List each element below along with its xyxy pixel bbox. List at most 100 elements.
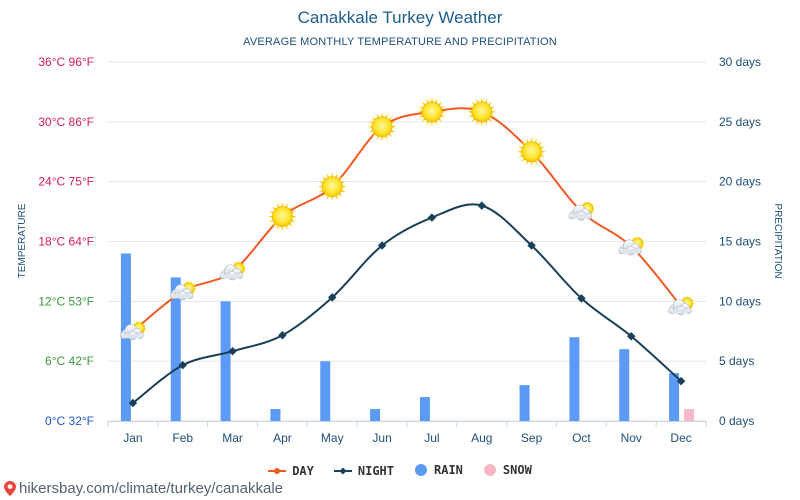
x-tick-label: Aug <box>471 431 492 445</box>
y-left-tick-label: 36°C 96°F <box>38 55 94 69</box>
legend-label: RAIN <box>434 463 463 477</box>
legend-label: SNOW <box>502 463 532 477</box>
x-tick-label: Sep <box>521 431 543 445</box>
night-point <box>328 293 337 302</box>
sun-ray <box>317 185 323 188</box>
cloud-shape <box>119 324 144 341</box>
y-right-tick-label: 10 days <box>719 294 761 308</box>
rain-bar <box>569 337 580 421</box>
sun-disc <box>521 141 542 163</box>
cloud-base <box>670 309 690 314</box>
legend-marker <box>483 464 496 476</box>
day-temperature-line <box>132 107 682 333</box>
legend-label: DAY <box>292 464 314 478</box>
sun-ray <box>430 121 434 127</box>
rain-bar <box>519 385 530 421</box>
legend-item-night[interactable]: NIGHT <box>333 464 394 478</box>
snow-bar <box>684 409 695 421</box>
night-point <box>477 201 486 210</box>
sun-ray <box>267 215 273 218</box>
rain-bar <box>669 373 680 421</box>
y-right-tick-label: 30 days <box>719 55 761 69</box>
night-point <box>128 398 138 408</box>
sun-icon <box>267 202 297 232</box>
legend-item-day[interactable]: DAY <box>268 464 314 478</box>
rain-bar <box>619 349 630 421</box>
night-point <box>577 294 586 303</box>
sun-ray <box>380 136 384 142</box>
pin-icon <box>4 481 16 496</box>
y-right-tick-label: 15 days <box>719 235 761 249</box>
y-left-tick-label: 30°C 86°F <box>38 115 94 129</box>
sun-disc <box>371 116 393 138</box>
cloud-shape <box>568 204 593 221</box>
night-point <box>377 241 387 250</box>
sun-cloud-icon <box>119 320 147 341</box>
x-tick-label: Jan <box>123 431 142 445</box>
sun-ray <box>467 110 473 113</box>
y-left-axis-title: TEMPERATURE <box>17 203 28 278</box>
sun-ray <box>391 125 397 128</box>
y-right-tick-label: 25 days <box>719 115 761 129</box>
footer-link-text[interactable]: hikersbay.com/climate/turkey/canakkale <box>19 480 283 497</box>
sun-cloud-icon <box>568 200 596 221</box>
sun-ray <box>380 112 384 118</box>
x-tick-label: Feb <box>172 431 193 445</box>
cloud-base <box>620 249 640 254</box>
night-point <box>627 331 636 341</box>
sun-ray <box>291 215 297 218</box>
sun-ray <box>491 110 497 113</box>
legend-swatch-diamond <box>339 467 347 475</box>
sun-ray <box>441 110 447 113</box>
sun-icon <box>367 112 397 142</box>
y-left-tick-label: 0°C 32°F <box>45 414 94 428</box>
sun-icon <box>517 137 547 167</box>
sun-ray <box>367 125 373 128</box>
rain-bar <box>170 277 181 421</box>
rain-bar <box>419 397 430 421</box>
sun-ray <box>341 185 347 188</box>
rain-bar <box>370 409 381 421</box>
x-tick-label: May <box>321 431 344 445</box>
x-tick-label: Mar <box>222 431 243 445</box>
sun-cloud-icon <box>219 260 247 281</box>
night-point <box>427 213 437 222</box>
x-tick-label: Oct <box>572 431 591 445</box>
sun-ray <box>281 226 284 232</box>
night-point <box>178 360 187 370</box>
cloud-shape <box>219 264 244 281</box>
legend-swatch <box>415 464 427 476</box>
legend-item-rain[interactable]: RAIN <box>414 463 463 477</box>
sun-disc <box>321 176 343 198</box>
sun-icon <box>417 97 447 127</box>
sun-ray <box>541 150 547 153</box>
rain-bar <box>270 409 281 421</box>
cloud-base <box>570 214 590 219</box>
x-tick-label: Dec <box>670 431 691 445</box>
chart-legend: DAY NIGHT RAIN SNOW <box>0 463 800 480</box>
y-left-tick-label: 6°C 42°F <box>45 354 94 368</box>
cloud-base <box>122 333 142 339</box>
sun-ray <box>480 121 483 127</box>
rain-bar <box>220 301 231 421</box>
sun-ray <box>517 150 523 153</box>
sun-cloud-icon <box>668 295 696 316</box>
y-left-tick-label: 24°C 75°F <box>38 175 94 189</box>
sun-cloud-icon <box>618 235 646 256</box>
y-right-tick-label: 0 days <box>719 414 754 428</box>
legend-swatch <box>483 464 496 476</box>
legend-swatch-dot <box>274 468 281 474</box>
sun-disc <box>471 101 493 123</box>
y-right-tick-label: 20 days <box>719 175 761 189</box>
y-right-tick-label: 5 days <box>719 354 754 368</box>
legend-item-snow[interactable]: SNOW <box>483 463 532 477</box>
sun-ray <box>480 97 483 103</box>
legend-marker <box>268 468 287 474</box>
x-tick-label: Apr <box>273 431 292 445</box>
y-right-axis-title: PRECIPITATION <box>772 203 783 278</box>
y-left-tick-label: 18°C 64°F <box>38 235 94 249</box>
cloud-shape <box>668 299 692 316</box>
sun-icon <box>317 172 347 202</box>
footer-source[interactable]: hikersbay.com/climate/turkey/canakkale <box>4 480 283 497</box>
